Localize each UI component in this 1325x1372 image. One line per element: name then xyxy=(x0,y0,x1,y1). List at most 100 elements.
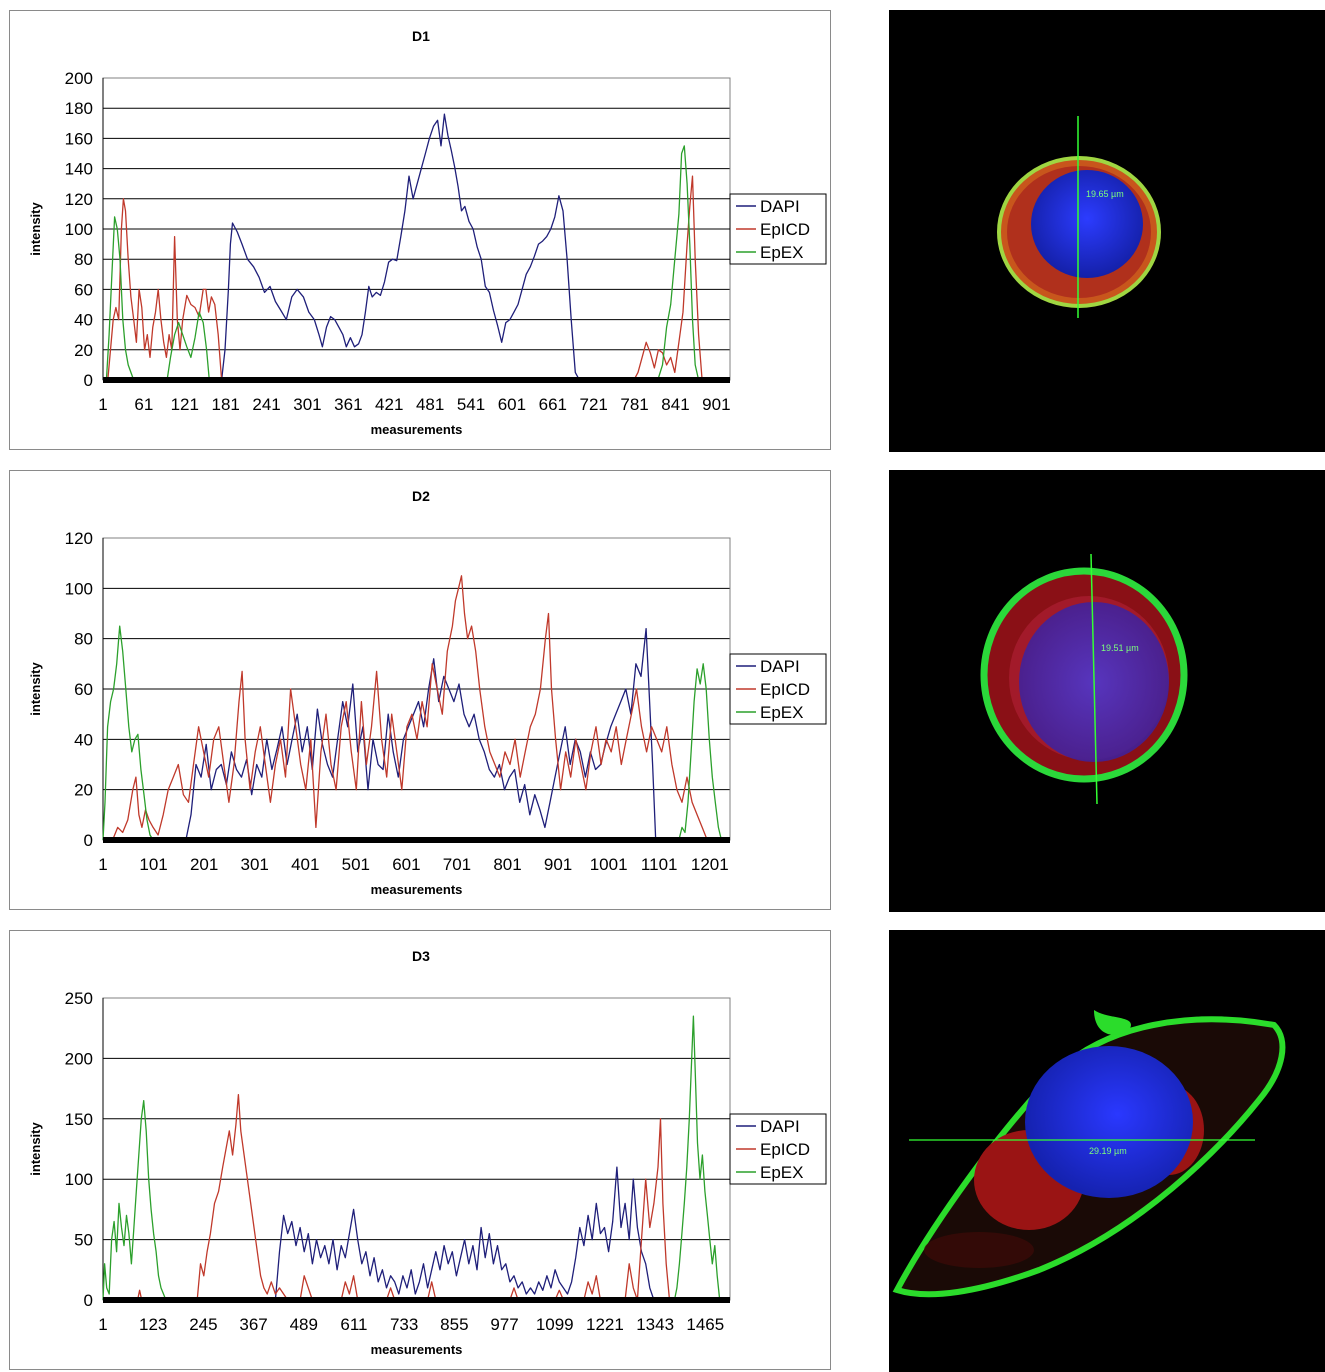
x-tick-label: 1 xyxy=(98,855,107,874)
x-tick-label: 977 xyxy=(490,1315,518,1334)
scale-label: 19.65 µm xyxy=(1086,189,1124,199)
x-tick-label: 601 xyxy=(392,855,420,874)
y-tick-label: 100 xyxy=(65,220,93,239)
x-axis-label: measurements xyxy=(371,1342,463,1357)
legend-label-epex: EpEX xyxy=(760,1163,803,1182)
y-tick-label: 120 xyxy=(65,190,93,209)
x-tick-label: 121 xyxy=(171,395,199,414)
legend-label-epicd: EpICD xyxy=(760,1140,810,1159)
y-tick-label: 60 xyxy=(74,680,93,699)
x-tick-label: 1 xyxy=(98,395,107,414)
x-tick-label: 245 xyxy=(189,1315,217,1334)
x-tick-label: 1101 xyxy=(641,855,678,874)
x-tick-label: 361 xyxy=(334,395,362,414)
x-tick-label: 1 xyxy=(98,1315,107,1334)
x-tick-label: 501 xyxy=(342,855,370,874)
y-tick-label: 0 xyxy=(84,1291,93,1310)
x-tick-label: 801 xyxy=(493,855,521,874)
x-tick-label: 401 xyxy=(291,855,319,874)
series-line-dapi xyxy=(103,1166,730,1301)
x-tick-label: 1201 xyxy=(691,855,729,874)
x-axis-label: measurements xyxy=(371,422,463,437)
x-tick-label: 1221 xyxy=(586,1315,624,1334)
measurement-line xyxy=(1090,553,1098,805)
y-tick-label: 80 xyxy=(74,630,93,649)
x-tick-label: 601 xyxy=(498,395,526,414)
legend-label-epex: EpEX xyxy=(760,243,803,262)
y-axis-label: intensity xyxy=(28,662,43,716)
x-tick-label: 1465 xyxy=(686,1315,724,1334)
legend-label-epex: EpEX xyxy=(760,703,803,722)
chart-panel-d2: D2 0 20 40 60 80 100 120 1 101 201 301 401 501 601 701 8… xyxy=(9,470,831,910)
series-line-epicd xyxy=(103,575,730,841)
x-tick-label: 841 xyxy=(661,395,689,414)
cytoplasm xyxy=(924,1232,1034,1268)
scale-label: 19.51 µm xyxy=(1101,643,1139,653)
y-tick-label: 150 xyxy=(65,1110,93,1129)
x-tick-label: 661 xyxy=(539,395,567,414)
y-tick-label: 80 xyxy=(74,250,93,269)
x-tick-label: 241 xyxy=(252,395,280,414)
y-tick-label: 120 xyxy=(65,529,93,548)
series-line-dapi xyxy=(103,627,730,841)
x-tick-label: 733 xyxy=(390,1315,418,1334)
x-tick-label: 481 xyxy=(416,395,444,414)
y-axis-label: intensity xyxy=(28,202,43,256)
y-tick-label: 0 xyxy=(84,371,93,390)
chart-d3: D3 0 50 100 150 200 250 1 123 245 367 489 611 733 855 9… xyxy=(28,948,827,1357)
legend-label-epicd: EpICD xyxy=(760,220,810,239)
cell-image-d3: 29.19 µm xyxy=(892,1010,1286,1298)
nucleus xyxy=(1031,170,1143,278)
series-line-epicd xyxy=(103,1093,730,1301)
chart-panel-d1: D1 0 20 40 60 80 100 120 140 160 180 200 1 61 121 181 24… xyxy=(9,10,831,450)
scale-label: 29.19 µm xyxy=(1089,1146,1127,1156)
y-tick-label: 20 xyxy=(74,781,93,800)
membrane-bright-spot xyxy=(1094,1010,1131,1035)
x-tick-label: 701 xyxy=(443,855,471,874)
series-line-dapi xyxy=(103,113,730,381)
y-tick-label: 0 xyxy=(84,831,93,850)
legend-label-dapi: DAPI xyxy=(760,197,800,216)
y-tick-label: 50 xyxy=(74,1231,93,1250)
microscopy-image-d3: 29.19 µm xyxy=(889,930,1325,1372)
series-line-epex xyxy=(102,625,730,841)
y-tick-label: 140 xyxy=(65,160,93,179)
legend-label-dapi: DAPI xyxy=(760,657,800,676)
y-tick-label: 250 xyxy=(65,989,93,1008)
x-tick-label: 611 xyxy=(340,1315,367,1334)
x-tick-label: 201 xyxy=(190,855,218,874)
y-tick-label: 40 xyxy=(74,730,93,749)
chart-title: D1 xyxy=(412,28,430,44)
series-line-epex xyxy=(103,145,730,381)
y-tick-label: 100 xyxy=(65,579,93,598)
x-tick-label: 489 xyxy=(290,1315,318,1334)
x-tick-label: 721 xyxy=(580,395,608,414)
y-tick-label: 20 xyxy=(74,341,93,360)
x-tick-label: 61 xyxy=(134,395,153,414)
y-tick-label: 100 xyxy=(65,1170,93,1189)
x-tick-label: 123 xyxy=(139,1315,167,1334)
y-tick-label: 160 xyxy=(65,129,93,148)
y-tick-label: 200 xyxy=(65,1049,93,1068)
chart-d1: D1 0 20 40 60 80 100 120 140 160 180 200 1 61 121 181 24… xyxy=(28,28,827,437)
nucleus xyxy=(1025,1046,1193,1198)
y-tick-label: 180 xyxy=(65,99,93,118)
chart-title: D2 xyxy=(412,488,430,504)
plot-area xyxy=(102,997,731,1301)
x-tick-label: 541 xyxy=(457,395,485,414)
x-tick-label: 1343 xyxy=(636,1315,674,1334)
series-line-epex xyxy=(102,1015,730,1301)
x-axis-label: measurements xyxy=(371,882,463,897)
legend-label-epicd: EpICD xyxy=(760,680,810,699)
y-tick-label: 40 xyxy=(74,311,93,330)
legend-label-dapi: DAPI xyxy=(760,1117,800,1136)
x-tick-label: 367 xyxy=(239,1315,267,1334)
x-tick-label: 421 xyxy=(375,395,403,414)
microscopy-image-d2: 19.51 µm xyxy=(889,470,1325,912)
chart-panel-d3: D3 0 50 100 150 200 250 1 123 245 367 489 611 733 855 9… xyxy=(9,930,831,1370)
y-axis-label: intensity xyxy=(28,1122,43,1176)
x-tick-label: 901 xyxy=(544,855,572,874)
x-tick-label: 901 xyxy=(702,395,730,414)
x-tick-label: 781 xyxy=(620,395,648,414)
